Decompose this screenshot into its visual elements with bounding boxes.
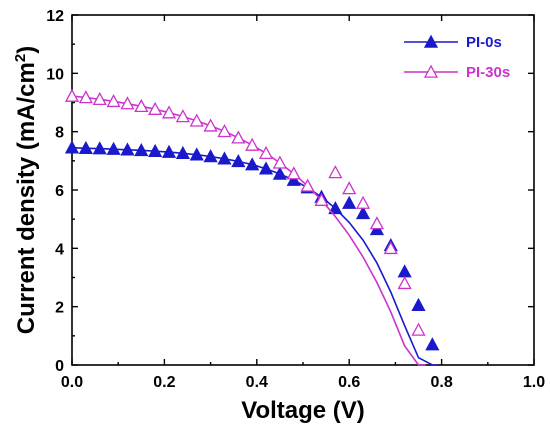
data-point [369,216,385,230]
data-point [92,91,107,106]
data-point [272,155,287,169]
data-point [161,144,177,158]
data-point [189,147,204,161]
series-pi-0s [64,140,440,366]
legend-label: PI-30s [466,64,510,81]
data-point [411,322,426,336]
series-line [71,146,437,366]
x-tick-label: 0.8 [430,374,452,391]
data-point [328,165,343,179]
series-pi-30s [64,88,426,366]
data-point [231,130,246,144]
y-tick-label: 0 [55,358,64,375]
legend-marker [423,34,439,48]
data-point [189,113,204,127]
y-tick-label: 8 [55,125,64,142]
data-point [64,88,80,102]
series-layer [64,88,440,366]
data-point [148,143,163,157]
data-point [64,140,80,154]
data-point [411,297,426,311]
x-tick-label: 0.6 [338,374,360,391]
data-point [92,141,107,155]
data-point [286,166,301,180]
data-point [286,172,301,186]
data-point [203,149,218,163]
data-point [425,337,440,351]
legend-marker [423,64,439,78]
legend: PI-0s PI-30s [404,34,510,81]
data-point [397,275,412,290]
axis-ticks: 0.0 0.2 0.4 0.6 0.8 1.0 0 2 4 6 8 10 12 [46,8,545,391]
data-point [175,145,190,160]
y-axis-label: Current density (mA/cm2) [12,46,40,334]
data-point [148,101,163,115]
legend-label: PI-0s [466,34,502,51]
data-point [397,264,412,278]
y-axis-label-main: Current density (mA/cm [13,62,40,334]
data-point [217,124,232,138]
data-point [78,90,93,104]
data-point [78,140,93,155]
data-point [342,181,357,195]
data-point [300,178,315,192]
y-tick-label: 10 [46,66,64,83]
y-tick-label: 4 [55,241,64,258]
data-point [120,96,135,110]
data-point [355,195,371,209]
y-axis-label-group: Current density (mA/cm2) [12,46,40,334]
data-point [258,161,274,175]
x-axis-label: Voltage (V) [241,397,365,424]
data-point [134,142,149,157]
data-point [106,93,121,108]
data-point [314,192,329,206]
data-point [120,142,135,156]
legend-item-pi-0s: PI-0s [404,34,502,51]
data-point [134,98,149,113]
data-point [175,109,190,123]
data-point [272,166,287,180]
data-point [231,154,246,168]
x-tick-label: 0.4 [246,374,268,391]
y-tick-label: 6 [55,183,64,200]
data-point [328,201,343,215]
data-point [383,240,398,255]
y-tick-label: 12 [46,8,64,25]
data-point [258,145,274,160]
x-tick-label: 1.0 [523,374,545,391]
data-point [245,157,260,171]
data-point [161,105,177,119]
y-axis-label-sup: 2 [12,54,29,62]
y-axis-label-end: ) [13,46,40,54]
data-point [342,195,357,209]
x-tick-label: 0.2 [153,374,175,391]
data-point [217,151,232,165]
data-point [203,118,218,132]
x-tick-label: 0.0 [61,374,83,391]
y-tick-label: 2 [55,300,64,317]
data-point [106,141,121,155]
data-point [245,137,260,151]
data-point [355,205,371,220]
legend-item-pi-30s: PI-30s [404,64,510,81]
